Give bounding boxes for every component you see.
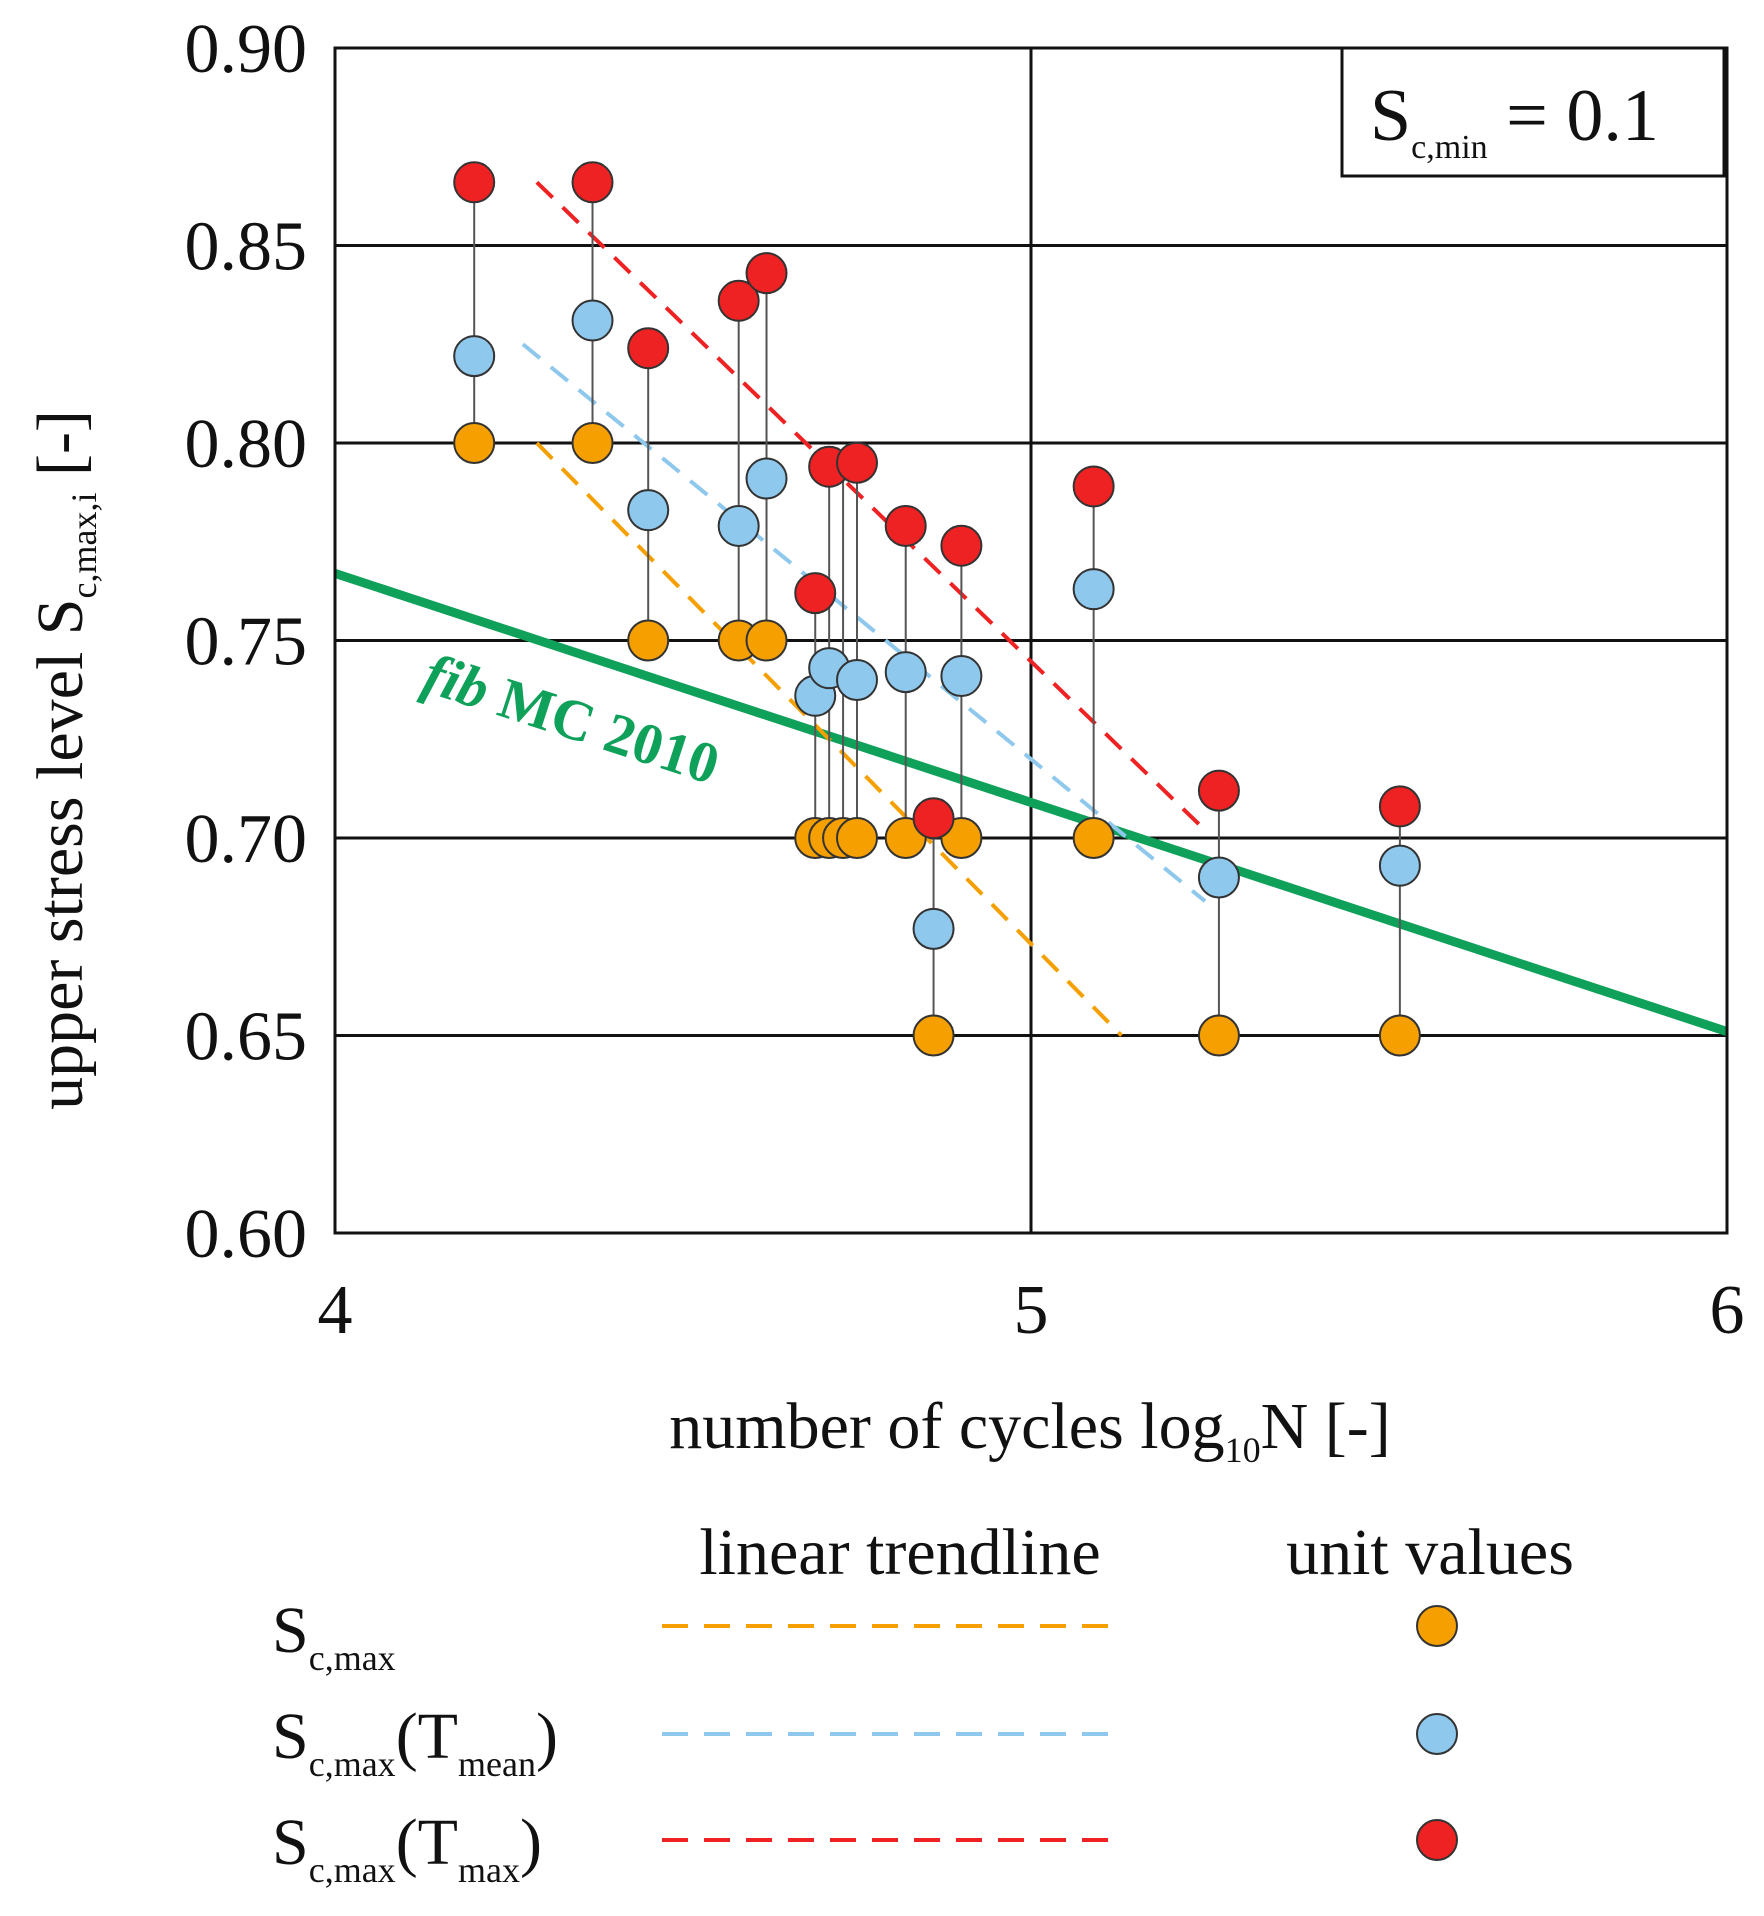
data-point-series-1	[836, 659, 878, 701]
legend-1-close: )	[536, 1700, 558, 1773]
x-tick-labels: 4 5 6	[318, 1272, 1745, 1349]
y-tick-label: 0.75	[185, 604, 308, 681]
legend-1-sub: c,max	[309, 1744, 396, 1784]
legend-1-paren-sub: mean	[458, 1744, 536, 1784]
data-point-series-1	[745, 457, 788, 500]
reference-line-label: fib MC 2010	[416, 641, 727, 797]
data-point-series-1	[571, 299, 614, 342]
y-tick-labels: 0.60 0.65 0.70 0.75 0.80 0.85 0.90	[185, 11, 308, 1273]
y-axis-title-sub: c,max,i	[64, 493, 104, 599]
legend-header-unit-values: unit values	[1286, 1516, 1574, 1589]
data-point-series-2	[627, 327, 670, 370]
legend-header-trendline: linear trendline	[699, 1516, 1100, 1589]
legend: linear trendline unit values Sc,max Sc,m…	[272, 1516, 1574, 1890]
data-point-series-2	[940, 524, 983, 567]
annotation-main: S	[1370, 75, 1411, 157]
data-point-series-1	[1197, 856, 1240, 899]
legend-dot-scmax	[1416, 1605, 1458, 1647]
data-point-series-0	[627, 619, 670, 662]
annotation-frame	[1340, 46, 1726, 178]
legend-dot-scmax-tmean	[1416, 1713, 1458, 1755]
data-point-series-1	[1378, 844, 1421, 887]
data-point-series-1	[627, 489, 670, 532]
legend-label-scmax-tmean: Sc,max(Tmean)	[272, 1700, 558, 1784]
x-tick-label: 4	[318, 1272, 353, 1349]
annotation-sub: c,min	[1411, 129, 1487, 166]
data-point-series-0	[571, 422, 614, 464]
y-axis-title-main: upper stress level S	[24, 599, 97, 1110]
data-point-series-2	[717, 279, 760, 322]
x-axis-title: number of cycles log10N [-]	[669, 1390, 1390, 1470]
y-axis-title: upper stress level Sc,max,i [-]	[24, 410, 104, 1110]
data-point-series-2	[571, 161, 614, 204]
legend-1-paren: (T	[396, 1700, 458, 1773]
data-point-series-2	[1197, 769, 1240, 812]
x-axis-title-main: number of cycles log	[669, 1390, 1224, 1463]
legend-label-scmax: Sc,max	[272, 1594, 396, 1678]
data-point-series-0	[1072, 817, 1115, 859]
legend-2-main: S	[272, 1806, 309, 1879]
data-point-series-1	[912, 907, 955, 950]
data-point-series-2	[836, 441, 878, 484]
legend-1-main: S	[272, 1700, 309, 1773]
data-point-series-1	[940, 655, 983, 698]
data-point-series-2	[884, 504, 927, 547]
data-point-series-1	[884, 651, 927, 694]
legend-2-close: )	[520, 1806, 542, 1879]
y-tick-label: 0.65	[185, 999, 308, 1076]
points-layer	[453, 161, 1421, 1057]
connector-layer	[473, 182, 1401, 1036]
y-tick-label: 0.70	[185, 801, 308, 878]
data-point-series-2	[1072, 465, 1115, 508]
legend-0-main: S	[272, 1594, 309, 1667]
data-point-series-1	[453, 335, 496, 378]
data-point-series-0	[745, 619, 788, 662]
x-tick-label: 5	[1014, 1272, 1049, 1349]
data-point-series-0	[453, 422, 496, 464]
data-point-series-0	[836, 817, 878, 859]
data-point-series-2	[1378, 785, 1421, 828]
data-point-series-0	[1197, 1014, 1240, 1057]
data-point-series-2	[794, 572, 837, 615]
y-tick-label: 0.85	[185, 209, 308, 286]
plot-frame	[333, 46, 1729, 1235]
annotation-text: Sc,min = 0.1	[1370, 75, 1659, 166]
y-tick-label: 0.60	[185, 1196, 308, 1273]
annotation-tail: = 0.1	[1488, 75, 1659, 157]
legend-label-scmax-tmax: Sc,max(Tmax)	[272, 1806, 542, 1890]
y-tick-label: 0.80	[185, 406, 308, 483]
trendline-layer	[521, 180, 1207, 1037]
legend-2-sub: c,max	[309, 1850, 396, 1890]
y-axis-title-tail: [-]	[24, 410, 97, 492]
data-point-series-1	[717, 504, 760, 547]
y-tick-label: 0.90	[185, 11, 308, 88]
reference-line-fib-mc-2010	[333, 569, 1729, 1036]
data-point-series-2	[745, 252, 788, 295]
x-axis-title-tail: N [-]	[1261, 1390, 1391, 1463]
x-tick-label: 6	[1710, 1272, 1745, 1349]
data-point-series-2	[453, 161, 496, 204]
data-point-series-0	[912, 1014, 955, 1057]
reference-label-suffix: MC 2010	[477, 660, 727, 796]
legend-2-paren: (T	[396, 1806, 458, 1879]
legend-2-paren-sub: max	[458, 1850, 520, 1890]
x-axis-title-sub: 10	[1225, 1430, 1261, 1470]
legend-dot-scmax-tmax	[1416, 1819, 1458, 1861]
data-point-series-1	[1072, 568, 1115, 611]
annotation-box: Sc,min = 0.1	[1340, 46, 1726, 178]
trendline-series-1	[521, 342, 1207, 903]
data-point-series-2	[912, 797, 955, 840]
data-point-series-0	[1378, 1014, 1421, 1057]
legend-0-sub: c,max	[309, 1638, 396, 1678]
reference-line-layer	[333, 569, 1729, 1036]
